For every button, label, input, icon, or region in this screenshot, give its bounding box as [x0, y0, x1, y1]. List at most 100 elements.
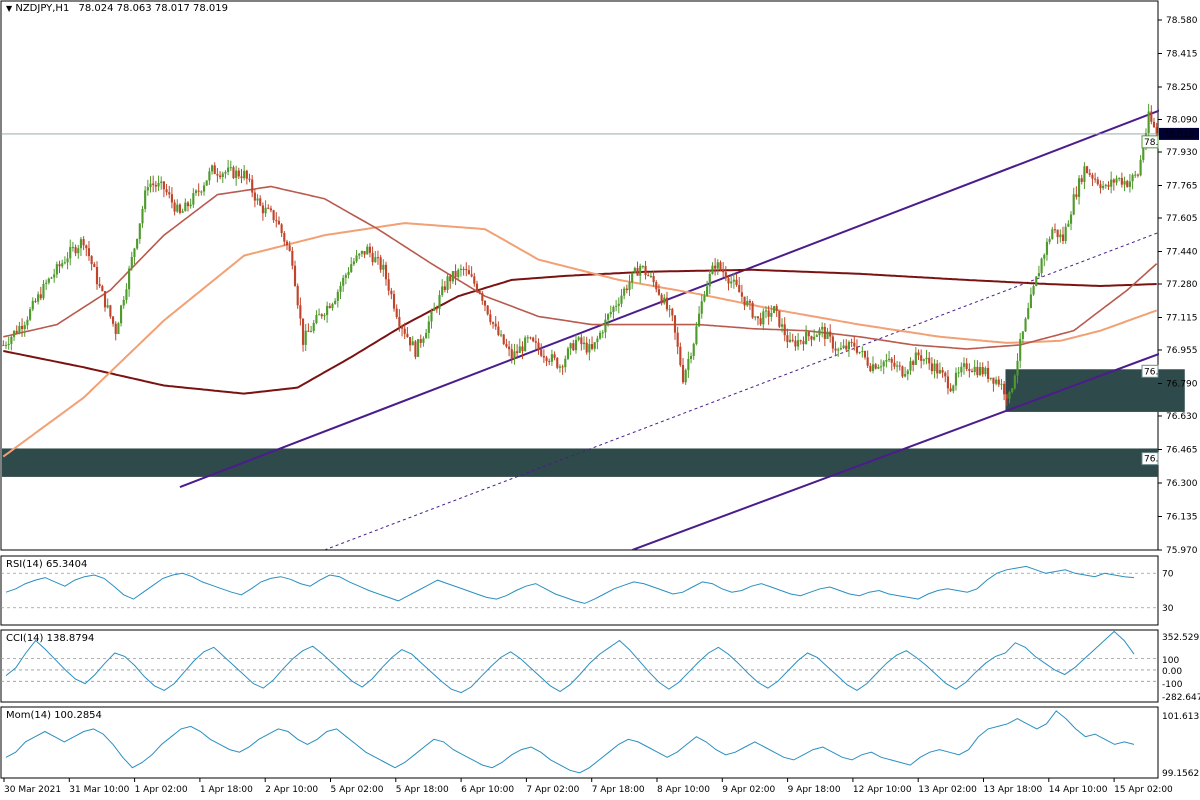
candle [470, 266, 473, 278]
candle [700, 294, 703, 319]
candle-body [497, 326, 500, 336]
candle-body [1069, 214, 1073, 224]
candle [1011, 387, 1014, 394]
candle-body [885, 360, 888, 362]
candle-body [392, 294, 396, 309]
candle [93, 261, 96, 268]
candle-body [823, 326, 826, 339]
candle-body [315, 315, 318, 324]
candle-body [261, 205, 264, 214]
candle-body [486, 305, 489, 315]
y-tick-label: 77.765 [1166, 181, 1198, 191]
candle [165, 183, 168, 196]
candle-body [780, 324, 784, 327]
candle-body [334, 300, 337, 304]
candle [668, 304, 671, 318]
candle [368, 243, 372, 258]
candle [344, 272, 347, 285]
y-tick-label: 76.790 [1166, 379, 1198, 389]
candle-body [387, 279, 390, 291]
rsi-panel-frame [0, 555, 1159, 626]
candle [111, 316, 115, 327]
candle-body [299, 305, 302, 319]
y-tick-label: 77.440 [1166, 247, 1198, 257]
candle [47, 277, 50, 285]
candle [775, 304, 778, 317]
candle-body [90, 256, 93, 265]
candle [443, 280, 446, 293]
candle-body [767, 310, 770, 317]
candle [636, 261, 639, 276]
candle-body [141, 208, 144, 224]
candle [735, 273, 738, 287]
candle-body [111, 316, 115, 324]
candle [323, 313, 326, 321]
candle-body [1155, 127, 1158, 135]
candle-body [684, 370, 687, 383]
candle [962, 357, 966, 375]
candle [596, 335, 599, 350]
candle [347, 267, 350, 279]
candle [245, 169, 248, 185]
candle [1056, 229, 1059, 244]
candle-body [665, 297, 669, 310]
candle-body [577, 337, 580, 340]
price-plot-layer [2, 103, 1159, 550]
candle [673, 314, 677, 340]
candle-body [521, 346, 524, 352]
candle-body [1142, 147, 1145, 160]
candle [871, 356, 875, 374]
candle [125, 283, 128, 304]
price-marker-tag: 78. [1144, 138, 1158, 148]
candle-body [419, 339, 422, 343]
menu-triangle-icon[interactable]: ▼ [6, 4, 13, 13]
candle-body [641, 265, 644, 267]
candle [590, 336, 594, 351]
candle [1115, 175, 1118, 186]
candle-body [264, 207, 267, 214]
candle-body [470, 274, 473, 277]
candle-body [1016, 360, 1019, 376]
candle-body [253, 192, 256, 201]
candle-body [331, 303, 334, 308]
candle [15, 325, 18, 335]
candle [582, 336, 586, 350]
candle-body [1013, 375, 1016, 389]
candle-body [623, 288, 626, 296]
candle [400, 324, 404, 337]
candle [756, 316, 760, 326]
candle-body [582, 342, 586, 345]
candle [491, 321, 495, 329]
candle-body [580, 337, 583, 345]
candle-body [1128, 181, 1131, 187]
candle [45, 279, 48, 291]
candle [585, 336, 588, 355]
candle [256, 194, 259, 205]
candle-body [612, 306, 615, 313]
channel-mid-line [324, 231, 1159, 550]
candle [853, 335, 856, 351]
candle [269, 205, 273, 213]
candle-body [743, 296, 746, 306]
candle [751, 300, 754, 319]
candle-body [39, 294, 42, 299]
candle [1016, 353, 1019, 384]
candle [794, 335, 797, 351]
candle [82, 236, 85, 251]
candle-body [633, 268, 636, 273]
candle-body [1024, 318, 1027, 332]
candle [807, 330, 810, 342]
candle-body [566, 348, 570, 359]
candle [510, 343, 513, 364]
candle [906, 368, 909, 381]
candle [957, 367, 960, 378]
candle-body [839, 348, 842, 350]
candle [403, 322, 406, 340]
candle-body [446, 276, 449, 290]
candle [920, 349, 923, 369]
candle [29, 307, 32, 322]
candle [152, 175, 155, 193]
candle-body [184, 202, 187, 212]
candle [644, 260, 647, 280]
